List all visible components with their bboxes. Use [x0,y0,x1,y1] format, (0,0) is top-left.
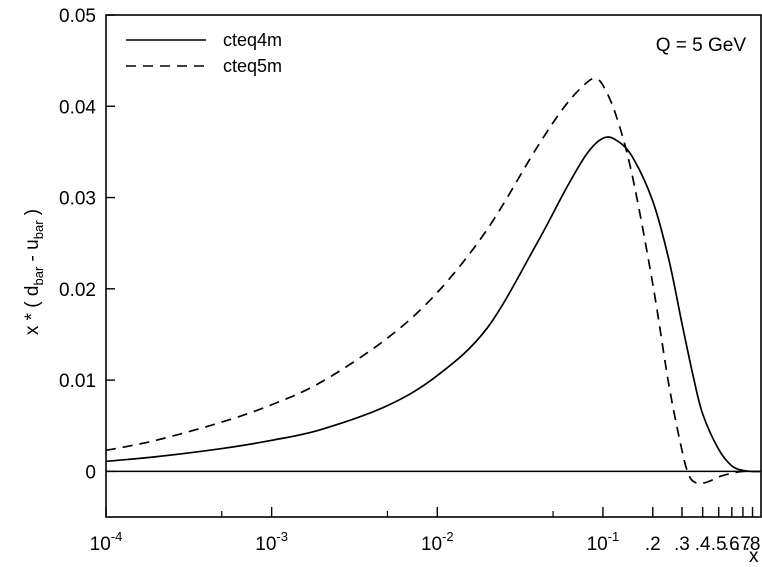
legend: cteq4m cteq5m [126,30,282,76]
x-axis-label: x [749,546,759,567]
y-label-middle: - u [22,239,43,266]
y-label-prefix: x * ( d [22,286,43,336]
y-axis: 0 0.01 0.02 0.03 0.04 0.05 [59,6,115,483]
x-tick-label: 10-2 [421,529,454,555]
plot-border [105,14,762,518]
y-tick-label: 0.03 [59,189,96,210]
y-label-suffix: ) [22,209,43,221]
series-layer [105,77,762,485]
y-axis-label: x * ( dbar - ubar ) [22,209,46,335]
legend-label-cteq5m: cteq5m [223,56,282,76]
annotation-q-scale: Q = 5 GeV [656,35,747,56]
y-label-sub1: bar [31,266,46,285]
x-tick-label: 10-1 [587,529,620,555]
x-tick-label: .2 [645,534,661,555]
y-tick-label: 0.02 [59,280,96,301]
y-tick-label: 0.05 [59,6,96,27]
x-tick-label: .7 [735,534,751,555]
x-tick-label: .5 [711,534,727,555]
y-tick-label: 0.04 [59,97,96,118]
y-tick-label: 0.01 [59,371,96,392]
series-line-cteq4m [105,136,762,473]
plot-frame [105,14,762,518]
x-tick-label: .3 [674,534,690,555]
y-label-sub2: bar [31,220,46,239]
y-tick-label: 0 [85,462,96,483]
series-line-cteq5m [105,77,761,485]
x-tick-label: .4 [695,534,711,555]
x-tick-label: .8 [745,534,761,555]
x-tick-label: 10-4 [90,529,123,555]
x-tick-label: .6 [724,534,740,555]
legend-label-cteq4m: cteq4m [223,30,282,50]
x-tick-label: 10-3 [255,529,288,555]
x-axis: 10-4 10-3 10-2 10-1 .2 .3.4.5.6.7.8 [90,507,761,555]
